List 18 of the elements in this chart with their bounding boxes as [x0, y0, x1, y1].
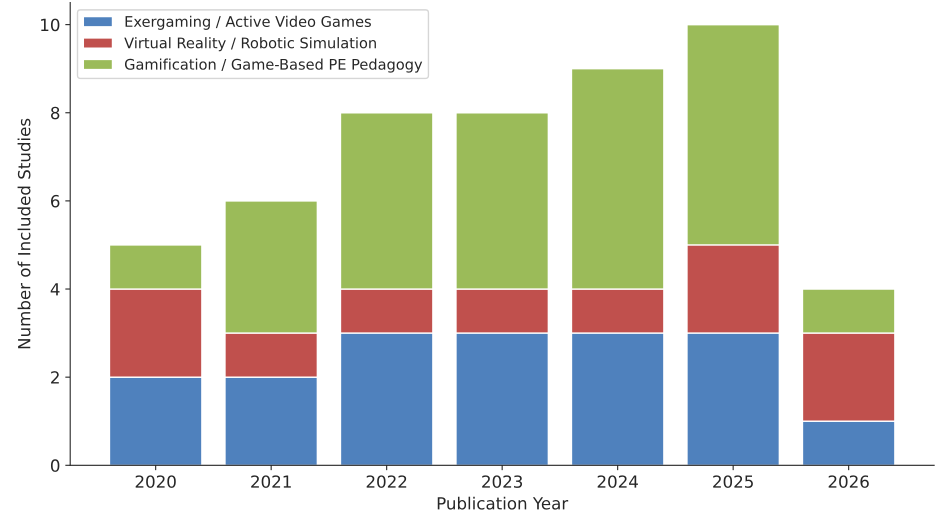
y-tick-label: 0 — [50, 459, 60, 472]
x-tick-label: 2026 — [828, 475, 869, 488]
legend-label: Exergaming / Active Video Games — [126, 16, 371, 30]
x-tick-label: 2021 — [251, 475, 291, 488]
x-tick-label: 2023 — [482, 475, 522, 488]
x-tick-label: 2022 — [366, 475, 406, 488]
x-axis-title: Publication Year — [438, 496, 568, 510]
x-tick-label: 2025 — [713, 475, 753, 488]
y-tick-label: 6 — [51, 194, 60, 208]
y-tick-label: 8 — [51, 106, 60, 120]
y-tick-label: 10 — [41, 18, 60, 32]
legend-label: Gamification / Game-Based PE Pedagogy — [124, 58, 422, 73]
y-tick-label: 4 — [50, 283, 60, 296]
legend-label: Virtual Reality / Robotic Simulation — [124, 37, 376, 52]
x-tick-label: 2020 — [136, 475, 176, 488]
y-axis-title: Number of Included Studies — [18, 118, 30, 348]
x-tick-label: 2024 — [598, 475, 638, 488]
y-tick-label: 2 — [51, 371, 59, 384]
